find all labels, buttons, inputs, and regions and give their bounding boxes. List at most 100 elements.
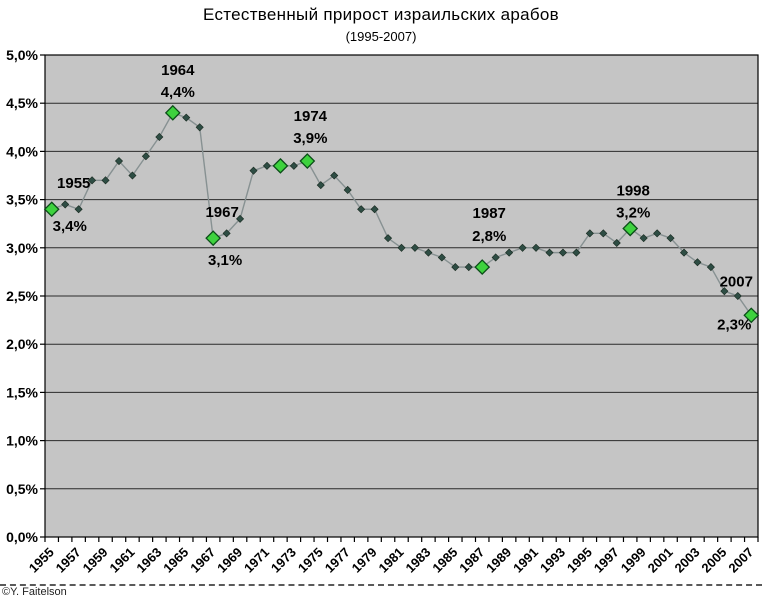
highlight-marker <box>272 157 289 174</box>
annotation-year: 1974 <box>294 108 328 125</box>
highlight-marker <box>299 153 316 169</box>
data-point-marker <box>693 258 702 267</box>
data-point-marker <box>88 176 97 185</box>
data-point-marker <box>410 243 419 252</box>
x-axis-label: 1979 <box>349 545 380 576</box>
annotation-value: 4,4% <box>161 84 195 101</box>
data-point-marker <box>357 205 366 214</box>
data-point-marker <box>384 234 393 243</box>
data-point-marker <box>424 248 433 257</box>
y-axis-label: 1,5% <box>6 384 38 400</box>
data-point-marker <box>612 238 621 248</box>
data-point-marker <box>545 248 554 257</box>
data-point-marker <box>182 113 191 122</box>
data-point-marker <box>733 291 742 301</box>
x-axis-label: 1977 <box>322 545 353 576</box>
data-point-marker <box>370 205 379 214</box>
x-axis-label: 1975 <box>295 545 326 576</box>
x-axis-label: 1957 <box>53 545 84 576</box>
x-axis-label: 2005 <box>698 545 729 576</box>
annotation-year: 1987 <box>473 205 506 222</box>
data-point-marker <box>101 176 110 185</box>
y-axis-label: 3,0% <box>6 240 38 256</box>
highlight-marker <box>474 259 491 275</box>
annotation-value: 2,3% <box>717 316 751 333</box>
annotation-year: 1967 <box>205 204 238 221</box>
x-axis-label: 1967 <box>187 545 218 576</box>
data-point-marker <box>599 229 608 238</box>
annotation-year: 2007 <box>720 273 753 290</box>
data-point-marker <box>222 229 231 238</box>
y-axis-label: 3,5% <box>6 192 38 208</box>
data-point-marker <box>720 287 729 296</box>
highlight-marker <box>43 201 60 218</box>
data-point-marker <box>464 263 473 272</box>
chart-title: Естественный прирост израильских арабов <box>203 5 559 24</box>
data-point-marker <box>639 234 648 243</box>
data-point-marker <box>61 200 70 209</box>
data-point-marker <box>558 248 567 257</box>
data-point-marker <box>289 161 298 170</box>
data-point-marker <box>155 132 164 141</box>
x-axis-label: 2001 <box>645 545 676 576</box>
x-axis-label: 1985 <box>429 545 460 576</box>
data-point-marker <box>128 171 137 180</box>
data-point-marker <box>532 243 541 252</box>
annotation-value: 3,4% <box>53 218 87 235</box>
data-point-marker <box>236 214 245 223</box>
highlight-marker <box>205 230 222 247</box>
annotation-value: 2,8% <box>472 228 506 245</box>
annotation-year: 1955 <box>57 175 90 192</box>
x-axis-label: 1987 <box>456 545 487 576</box>
x-axis-label: 1965 <box>160 545 191 576</box>
highlight-marker <box>164 104 181 121</box>
x-axis-label: 1991 <box>510 545 541 576</box>
data-point-marker <box>195 123 204 132</box>
data-point-marker <box>114 157 124 166</box>
data-point-marker <box>343 185 352 194</box>
highlight-marker <box>622 220 639 237</box>
x-axis-label: 1981 <box>376 545 407 576</box>
x-axis-label: 1955 <box>26 545 57 576</box>
data-point-marker <box>141 152 150 161</box>
data-point-marker <box>316 181 325 190</box>
chart-subtitle: (1995-2007) <box>345 29 417 44</box>
data-point-marker <box>572 248 581 257</box>
x-axis-label: 1971 <box>241 545 272 576</box>
y-axis-label: 5,0% <box>6 47 38 63</box>
annotation-value: 3,1% <box>208 252 242 269</box>
data-point-marker <box>666 234 675 243</box>
x-axis-label: 1983 <box>402 545 433 576</box>
data-point-marker <box>491 253 500 262</box>
data-point-marker <box>451 263 460 272</box>
data-point-marker <box>518 243 527 252</box>
x-axis-label: 1963 <box>133 545 164 576</box>
y-axis-label: 1,0% <box>6 433 38 449</box>
x-axis-label: 2007 <box>725 545 756 576</box>
y-axis-label: 4,5% <box>6 95 38 111</box>
y-axis-label: 0,0% <box>6 529 38 545</box>
x-axis-label: 1993 <box>537 545 568 576</box>
x-axis-label: 1969 <box>214 545 245 576</box>
credit-text: ©Y. Faitelson <box>2 586 67 598</box>
page-break-divider <box>0 584 762 586</box>
data-point-marker <box>437 253 446 262</box>
x-axis-label: 1997 <box>591 545 622 576</box>
x-axis-label: 1973 <box>268 545 299 576</box>
data-point-marker <box>249 166 258 175</box>
x-axis-label: 1995 <box>564 545 595 576</box>
x-axis-label: 1999 <box>618 545 649 576</box>
annotation-year: 1998 <box>617 183 650 200</box>
data-point-marker <box>706 263 715 272</box>
data-point-marker <box>330 171 339 180</box>
data-point-marker <box>397 243 406 252</box>
y-axis-label: 4,0% <box>6 143 38 159</box>
data-point-marker <box>653 229 662 238</box>
x-axis-label: 1961 <box>107 545 138 576</box>
highlight-marker <box>743 307 760 324</box>
data-point-marker <box>505 248 514 257</box>
data-point-marker <box>74 205 83 214</box>
y-axis-label: 0,5% <box>6 481 38 497</box>
x-axis-label: 1989 <box>483 545 514 576</box>
